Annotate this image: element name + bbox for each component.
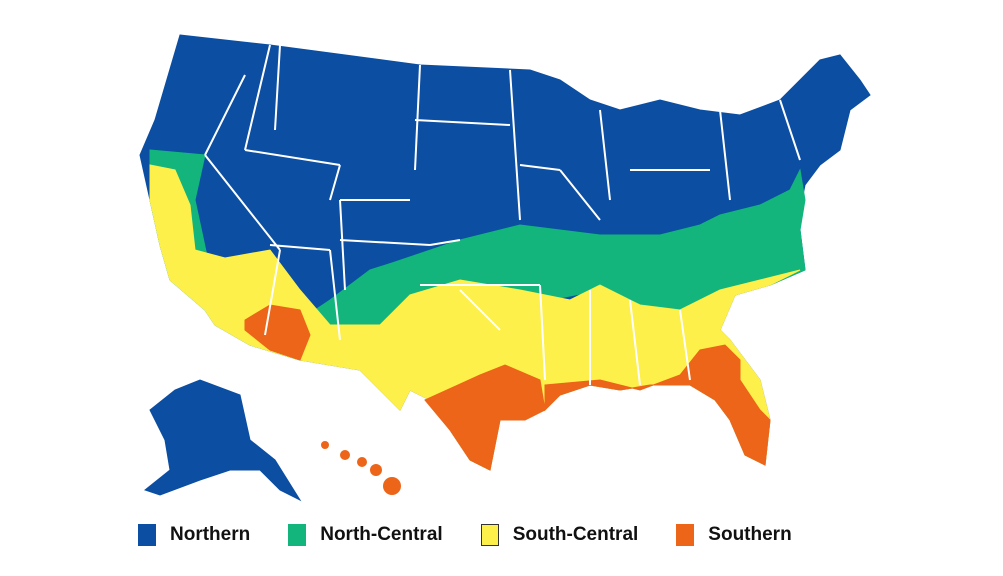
region-southern-texas [424,364,546,471]
legend-swatch-north-central [288,524,307,546]
region-northern-alaska [143,379,302,502]
legend-label: North-Central [320,524,443,545]
legend-swatch-south-central [480,524,499,546]
legend-label: Northern [170,524,251,545]
region-southern-hawaii [321,441,401,495]
legend: Northern North-Central South-Central Sou… [138,524,830,546]
us-region-map [139,34,871,502]
region-southern-arizona [244,304,311,361]
legend-item-northern: Northern [138,524,250,546]
legend-item-southern: Southern [676,524,792,546]
legend-item-north-central: North-Central [288,524,443,546]
legend-label: Southern [708,524,792,545]
legend-label: South-Central [512,524,639,545]
region-southern-gulf [544,344,771,466]
legend-swatch-southern [676,524,695,546]
state-borders [204,44,801,386]
legend-item-south-central: South-Central [480,524,639,546]
legend-swatch-northern [138,524,156,546]
